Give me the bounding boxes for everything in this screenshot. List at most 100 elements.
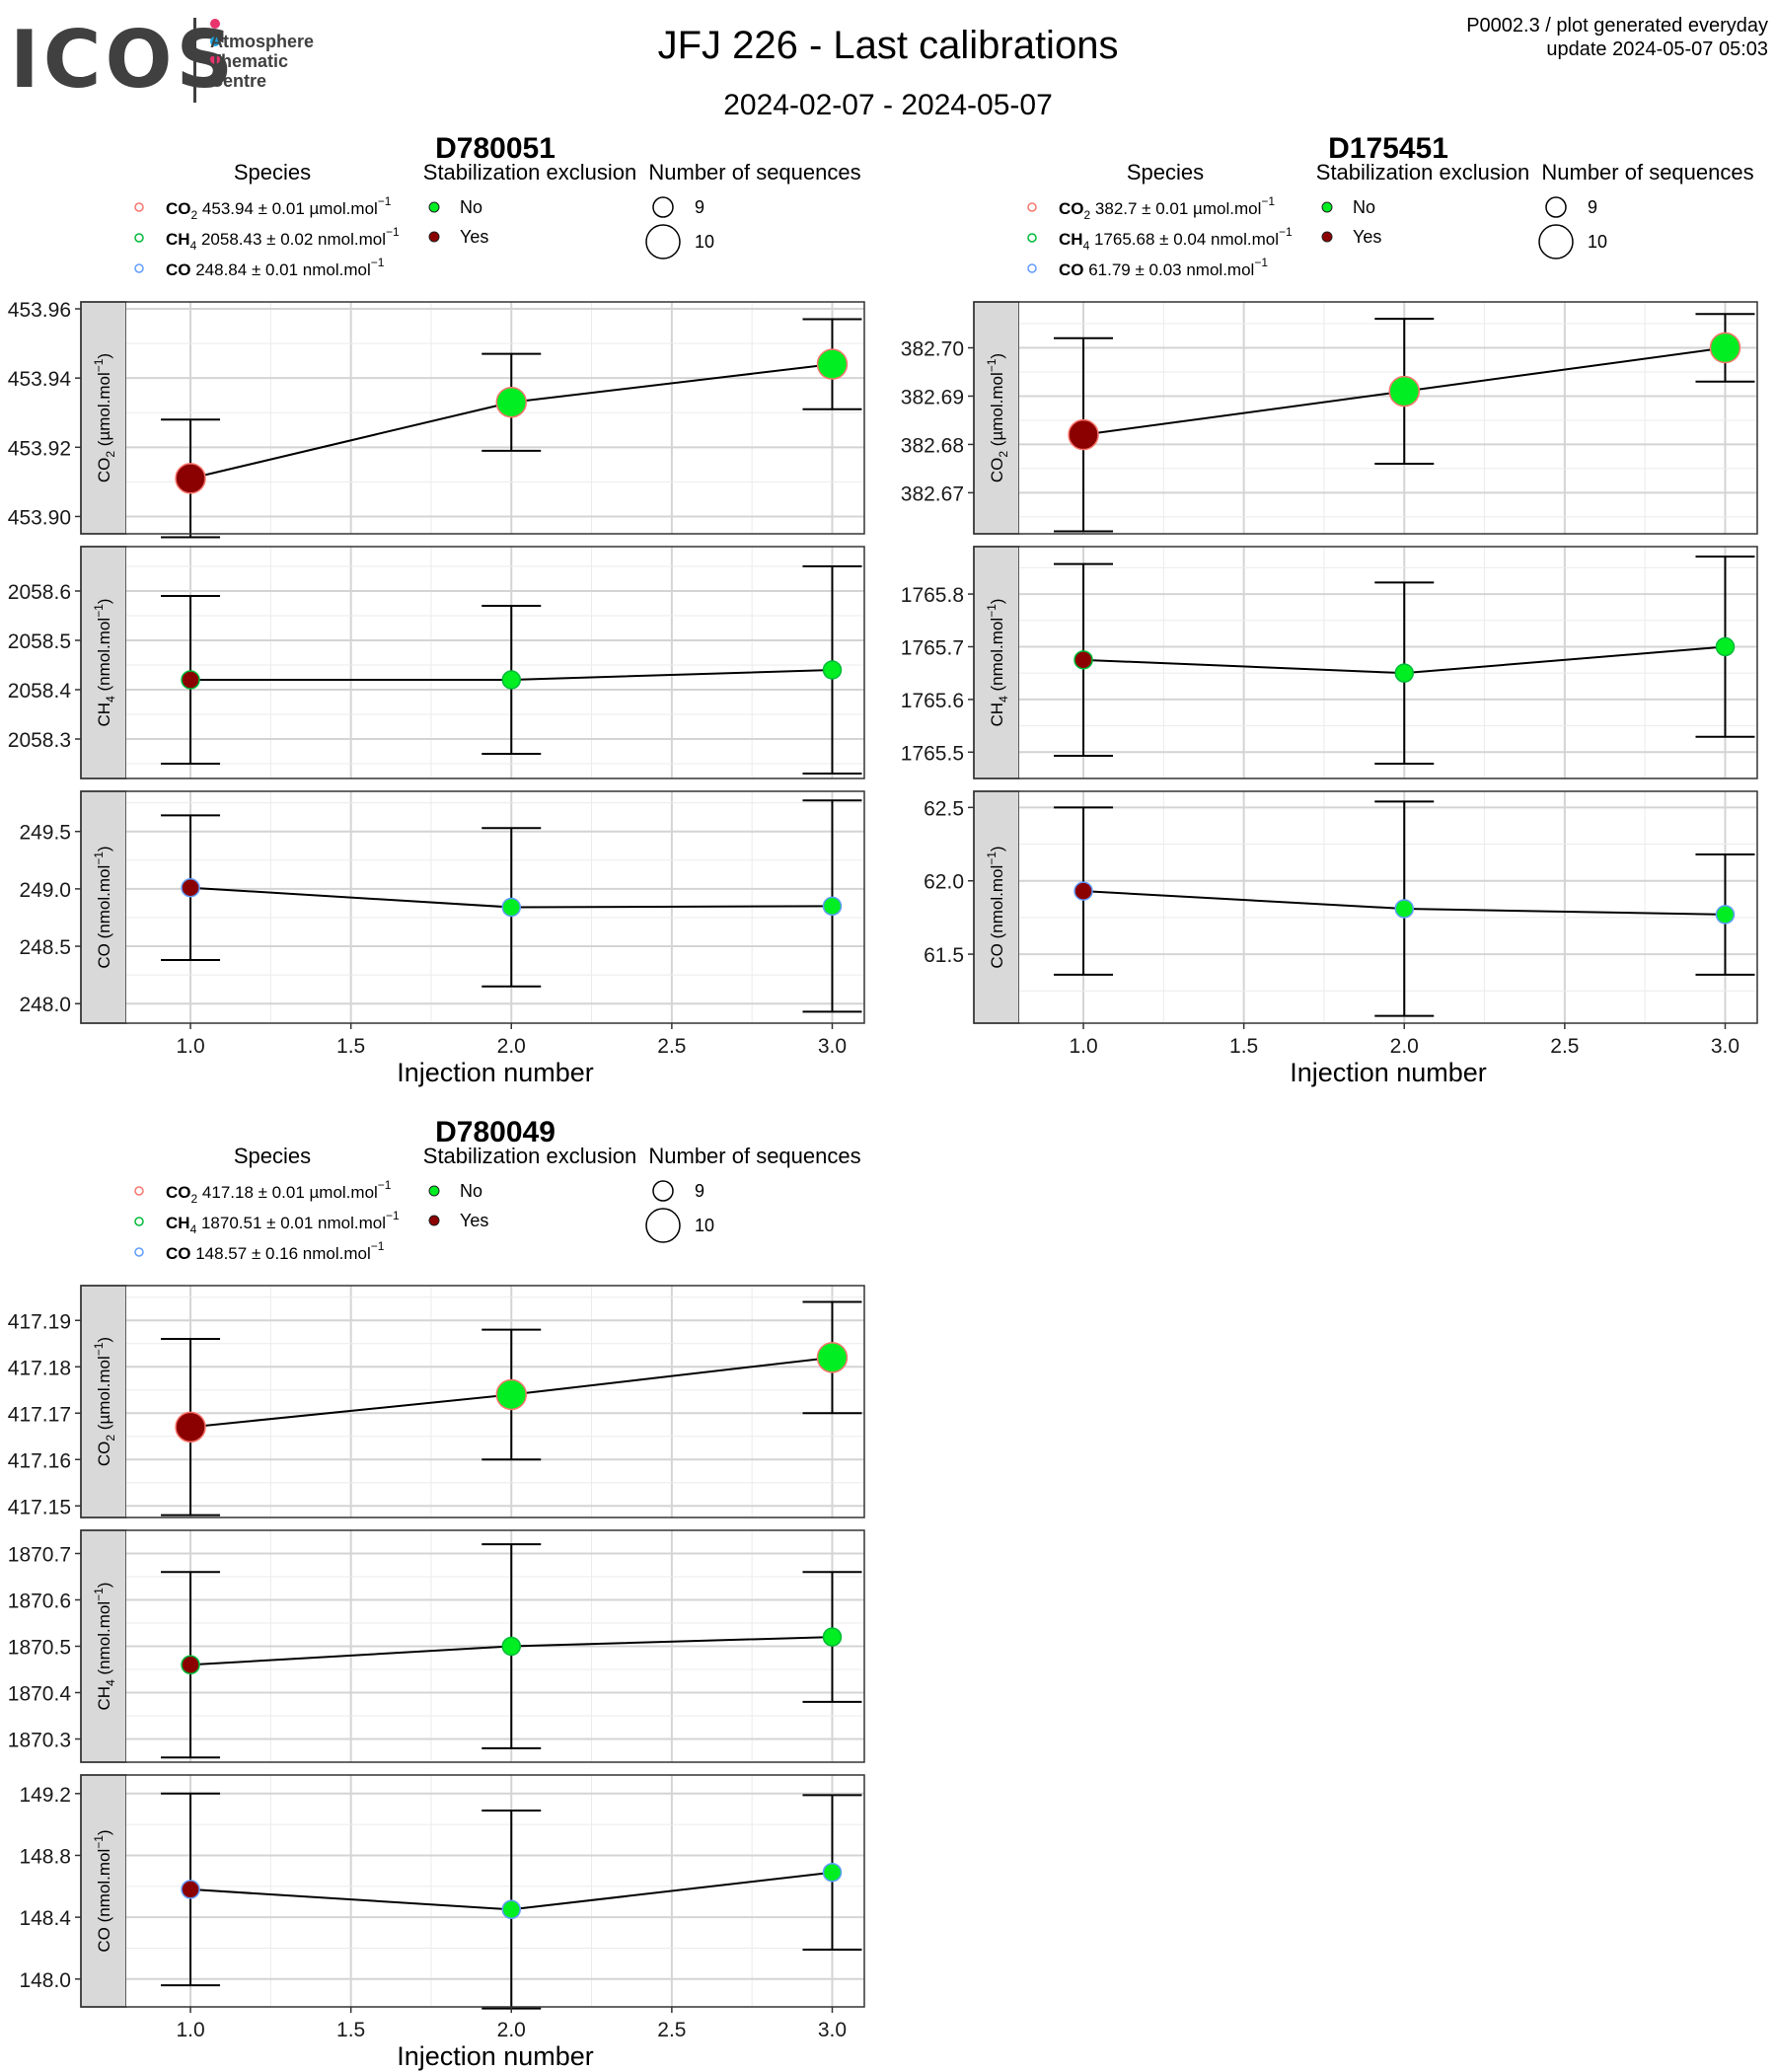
y-tick-label: 1765.6 — [901, 690, 964, 712]
legend-title-sequences: Number of sequences — [648, 1144, 860, 1168]
data-point — [501, 670, 522, 690]
panel-strip-label: CO2 (µmol.mol−1) — [92, 1337, 117, 1466]
legend-key-species — [134, 1247, 144, 1257]
y-tick-label: 62.5 — [924, 797, 964, 820]
legend-key-seq-large — [1538, 224, 1574, 259]
update-timestamp: update 2024-05-07 05:03 — [1546, 38, 1768, 60]
y-tick-label: 249.5 — [19, 822, 71, 845]
logo-dot — [210, 54, 220, 64]
legend-label-species: CH4 1870.51 ± 0.01 nmol.mol−1 — [166, 1209, 400, 1236]
panel-border — [80, 1774, 865, 2008]
panel-strip — [80, 546, 127, 779]
legend-label-seq-small: 9 — [695, 1181, 704, 1201]
chart-title: D780051 — [435, 132, 555, 165]
y-tick-label: 417.15 — [8, 1496, 71, 1518]
panel-strip-label: CO2 (µmol.mol−1) — [985, 353, 1010, 482]
data-point — [1388, 375, 1421, 407]
chart-title: D175451 — [1328, 132, 1448, 165]
data-point — [816, 348, 849, 380]
data-point — [181, 1880, 200, 1899]
y-tick-label: 148.8 — [19, 1845, 71, 1868]
data-point — [1068, 418, 1099, 451]
y-tick-label: 453.96 — [8, 299, 71, 322]
update-info: P0002.3 / plot generated everyday update… — [1466, 14, 1768, 61]
x-tick-label: 1.5 — [336, 2019, 365, 2041]
legend-key-species — [134, 202, 144, 212]
y-tick-label: 1870.4 — [8, 1683, 72, 1706]
data-point — [495, 386, 528, 418]
legend-label-seq-small: 9 — [1588, 197, 1597, 217]
legend-key-seq-small — [652, 196, 674, 218]
panel-background — [126, 1286, 864, 1517]
legend-title-species: Species — [234, 160, 311, 185]
data-point — [822, 1862, 843, 1883]
date-range-subtitle: 2024-02-07 - 2024-05-07 — [723, 89, 1053, 121]
y-tick-label: 453.94 — [8, 368, 72, 391]
panel-border — [80, 301, 865, 535]
x-tick-label: 1.5 — [1229, 1035, 1258, 1058]
y-tick-label: 417.16 — [8, 1449, 71, 1472]
logo-dot — [210, 37, 220, 46]
y-tick-label: 148.0 — [19, 1969, 71, 1992]
legend-label-no: No — [1353, 197, 1375, 217]
legend-key-yes — [428, 1215, 440, 1226]
legend-key-species — [134, 233, 144, 243]
x-tick-label: 1.0 — [176, 1035, 204, 1058]
x-tick-label: 2.5 — [1550, 1035, 1579, 1058]
legend-label-seq-large: 10 — [1588, 232, 1607, 252]
legend-label-seq-large: 10 — [695, 1216, 714, 1235]
panel-border — [973, 301, 1758, 535]
x-tick-label: 1.0 — [176, 2019, 204, 2041]
legend-title-stabilization: Stabilization exclusion — [1316, 160, 1529, 185]
x-axis-label: Injection number — [397, 1058, 594, 1087]
x-tick-label: 2.0 — [1390, 1035, 1419, 1058]
panel-strip-label: CH4 (nmol.mol−1) — [92, 1583, 117, 1711]
data-point — [1709, 332, 1741, 364]
x-tick-label: 2.0 — [497, 2019, 526, 2041]
y-tick-label: 61.5 — [924, 944, 964, 967]
y-tick-label: 1765.8 — [901, 584, 964, 607]
legend-label-species: CO 61.79 ± 0.03 nmol.mol−1 — [1059, 256, 1268, 279]
x-tick-label: 3.0 — [818, 2019, 847, 2041]
legend-title-stabilization: Stabilization exclusion — [423, 1144, 636, 1168]
legend-label-no: No — [460, 1181, 482, 1201]
panel-strip-label: CO2 (µmol.mol−1) — [92, 353, 117, 482]
legend-key-species — [1027, 233, 1037, 243]
chart-block: D780049 Species Stabilization exclusion Num… — [8, 1116, 865, 2071]
panel-border — [80, 546, 865, 779]
panel-strip-label: CH4 (nmol.mol−1) — [985, 599, 1010, 727]
data-point — [175, 463, 206, 494]
logo-sub-line: Atmosphere — [210, 32, 315, 51]
data-point — [181, 877, 200, 898]
y-tick-label: 453.90 — [8, 506, 71, 529]
logo-dots — [210, 16, 223, 69]
y-tick-label: 248.5 — [19, 936, 71, 959]
legend-label-no: No — [460, 197, 482, 217]
data-point — [181, 670, 200, 690]
y-tick-label: 1765.5 — [901, 742, 964, 765]
y-tick-label: 149.2 — [19, 1784, 71, 1807]
legend-key-seq-small — [1545, 196, 1567, 218]
legend-key-no — [428, 201, 440, 213]
y-tick-label: 382.68 — [901, 434, 964, 457]
legend-title-species: Species — [234, 1144, 311, 1168]
panel-border — [80, 1285, 865, 1518]
y-tick-label: 1870.7 — [8, 1544, 71, 1567]
logo-sub-line: Centre — [210, 71, 267, 91]
legend-label-species: CO2 382.7 ± 0.01 µmol.mol−1 — [1059, 194, 1275, 222]
x-tick-label: 2.0 — [497, 1035, 526, 1058]
data-point — [501, 1636, 522, 1657]
y-tick-label: 249.0 — [19, 879, 71, 902]
x-tick-label: 1.0 — [1069, 1035, 1097, 1058]
x-tick-label: 3.0 — [818, 1035, 847, 1058]
data-point — [1073, 650, 1093, 670]
logo-dot — [210, 19, 220, 29]
data-point — [816, 1342, 849, 1373]
legend-key-seq-small — [652, 1180, 674, 1202]
y-tick-label: 417.17 — [8, 1403, 71, 1426]
legend-label-species: CH4 2058.43 ± 0.02 nmol.mol−1 — [166, 225, 400, 253]
data-point — [822, 1627, 843, 1647]
legend-label-species: CO 248.84 ± 0.01 nmol.mol−1 — [166, 256, 385, 279]
chart-title: D780049 — [435, 1116, 555, 1148]
data-point — [822, 660, 843, 680]
